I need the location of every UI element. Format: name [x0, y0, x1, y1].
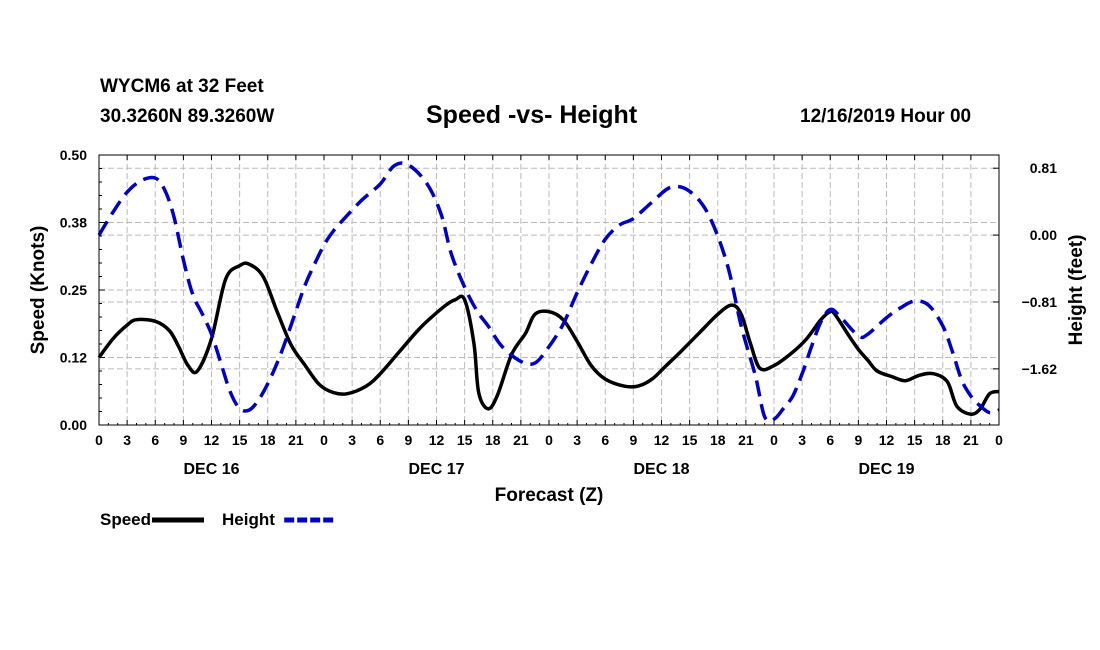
grid	[99, 155, 999, 425]
chart-title: Speed -vs- Height	[426, 101, 638, 129]
x-tick-label: 18	[485, 432, 501, 448]
series-line-speed	[97, 261, 1000, 416]
station-label: WYCM6 at 32 Feet	[100, 76, 264, 97]
day-label: DEC 17	[408, 461, 464, 478]
y-tick-label-left: 0.38	[60, 215, 87, 231]
x-tick-label: 9	[179, 432, 187, 448]
x-tick-label: 12	[429, 432, 445, 448]
x-tick-label: 9	[629, 432, 637, 448]
x-tick-label: 12	[879, 432, 895, 448]
x-tick-label: 6	[601, 432, 609, 448]
y-axis-title-right: Height (feet)	[1066, 235, 1087, 346]
x-tick-label: 6	[376, 432, 384, 448]
x-tick-label: 12	[204, 432, 220, 448]
x-tick-label: 3	[348, 432, 356, 448]
forecast-datetime: 12/16/2019 Hour 00	[800, 106, 972, 127]
x-tick-label: 6	[151, 432, 159, 448]
x-tick-label: 15	[682, 432, 698, 448]
x-tick-label: 12	[654, 432, 670, 448]
y-tick-label-left: 0.00	[60, 417, 87, 433]
y-axis-title-left: Speed (Knots)	[28, 226, 49, 355]
x-tick-label: 0	[95, 432, 103, 448]
y-tick-label-left: 0.12	[60, 350, 87, 366]
day-label: DEC 19	[858, 461, 914, 478]
x-tick-label: 18	[710, 432, 726, 448]
y-tick-label-left: 0.50	[60, 147, 87, 163]
x-tick-label: 15	[457, 432, 473, 448]
x-tick-label: 21	[288, 432, 304, 448]
coordinates-label: 30.3260N 89.3260W	[100, 106, 275, 127]
legend: Speed Height	[100, 510, 337, 529]
day-label: DEC 18	[633, 461, 689, 478]
x-tick-label: 9	[404, 432, 412, 448]
x-tick-label: 0	[770, 432, 778, 448]
day-label: DEC 16	[183, 461, 239, 478]
x-tick-label: 21	[513, 432, 529, 448]
y-tick-label-left: 0.25	[60, 282, 87, 298]
x-tick-label: 0	[995, 432, 1003, 448]
x-tick-label: 6	[826, 432, 834, 448]
x-tick-label: 3	[798, 432, 806, 448]
series-line-height	[97, 161, 1000, 423]
y-tick-label-right: −1.62	[1022, 361, 1058, 377]
x-tick-label: 18	[935, 432, 951, 448]
x-tick-label: 3	[123, 432, 131, 448]
x-tick-label: 0	[545, 432, 553, 448]
x-tick-label: 3	[573, 432, 581, 448]
series-group	[97, 161, 1000, 423]
y-tick-label-right: 0.81	[1030, 160, 1057, 176]
y-tick-label-right: 0.00	[1030, 227, 1057, 243]
x-tick-label: 0	[320, 432, 328, 448]
x-tick-label: 9	[854, 432, 862, 448]
legend-label-speed: Speed	[100, 510, 151, 529]
legend-label-height: Height	[222, 510, 275, 529]
tick-labels: 0 3 6 9 12 15 18 21 0 3 6 9 12 15 18 21 0 3 6 9 12 15 18 21 0 3 6 9…	[60, 147, 1057, 478]
x-tick-label: 21	[738, 432, 754, 448]
x-tick-label: 15	[232, 432, 248, 448]
x-tick-label: 21	[963, 432, 979, 448]
x-tick-label: 18	[260, 432, 276, 448]
x-tick-label: 15	[907, 432, 923, 448]
ticks	[98, 154, 1000, 426]
x-axis-title: Forecast (Z)	[495, 485, 604, 506]
y-tick-label-right: −0.81	[1022, 294, 1058, 310]
